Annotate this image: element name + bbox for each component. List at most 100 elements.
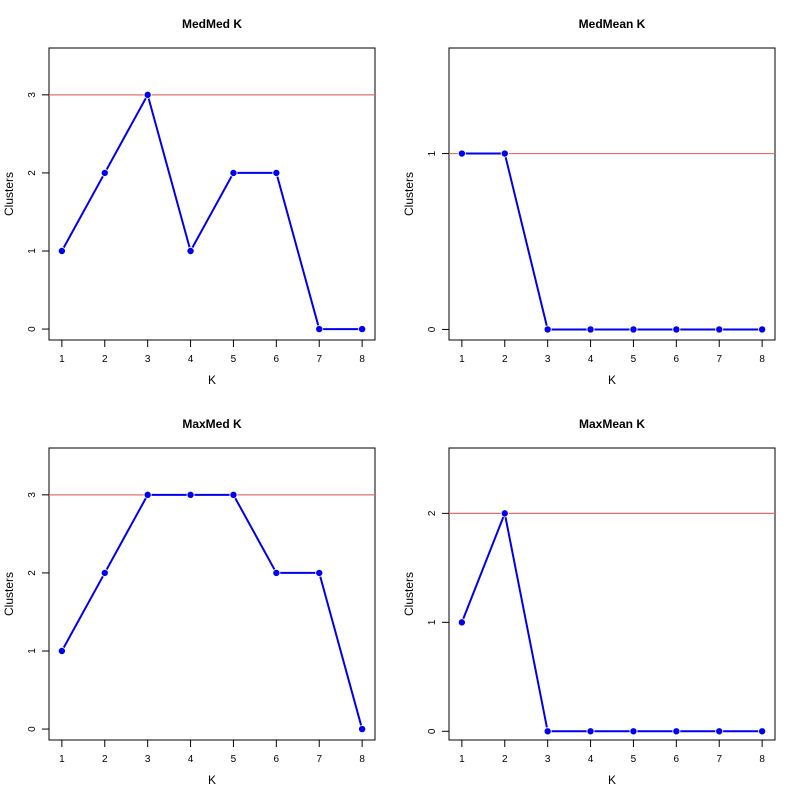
x-tick-label: 7 [316,754,322,765]
x-tick-label: 1 [59,754,65,765]
x-tick-label: 2 [102,354,108,365]
y-tick-label: 2 [27,570,38,576]
y-tick-label: 0 [427,728,438,734]
x-tick-label: 4 [188,354,194,365]
data-point [629,325,638,334]
data-point [672,325,681,334]
chart-title: MedMed K [182,17,242,31]
x-tick-label: 8 [759,754,765,765]
chart-title: MaxMean K [579,417,645,431]
x-tick-label: 1 [459,354,465,365]
data-point [500,509,509,518]
y-tick-label: 1 [27,648,38,654]
data-point [100,568,109,577]
x-tick-label: 6 [274,754,280,765]
x-tick-label: 6 [674,754,680,765]
series-line [60,92,363,331]
y-tick-label: 0 [27,726,38,732]
y-axis-label: Clusters [2,172,16,216]
x-axis-label: K [208,373,216,387]
x-tick-label: 3 [545,354,551,365]
y-tick-label: 2 [27,170,38,176]
x-tick-label: 4 [588,354,594,365]
data-point [629,727,638,736]
data-point [272,168,281,177]
x-tick-label: 5 [231,354,237,365]
data-point [143,90,152,99]
x-tick-label: 2 [502,754,508,765]
y-tick-label: 1 [427,619,438,625]
chart-title: MaxMed K [182,417,242,431]
x-tick-label: 6 [274,354,280,365]
x-tick-label: 7 [716,754,722,765]
chart-panel-2: MedMean K 1 2 3 4 5 6 7 8 0 1 K Clusters [402,17,776,387]
x-tick-label: 1 [59,354,65,365]
y-axis-label: Clusters [2,572,16,616]
data-point [758,727,767,736]
y-tick-label: 0 [427,326,438,332]
chart-panel-4: MaxMean K 1 2 3 4 5 6 7 8 0 1 2 K Clusters [402,417,776,787]
data-point [715,727,724,736]
series-line [460,509,763,733]
data-point [715,325,724,334]
x-tick-label: 7 [716,354,722,365]
x-tick-label: 2 [102,754,108,765]
data-point [315,325,324,334]
data-point [57,646,66,655]
y-tick-label: 3 [27,492,38,498]
data-point [57,246,66,255]
x-tick-label: 1 [459,754,465,765]
data-point [186,490,195,499]
x-tick-label: 2 [502,354,508,365]
plot-frame [48,447,376,741]
x-tick-label: 5 [631,354,637,365]
x-tick-label: 5 [631,754,637,765]
data-point [758,325,767,334]
y-axis-label: Clusters [402,572,416,616]
x-tick-label: 4 [188,754,194,765]
y-tick-label: 1 [27,248,38,254]
y-tick-label: 3 [27,92,38,98]
data-point [543,727,552,736]
y-axis-label: Clusters [402,172,416,216]
plot-frame [48,47,376,341]
plot-frame [448,47,776,341]
data-point [586,325,595,334]
chart-title: MedMean K [579,17,646,31]
chart-panel-3: MaxMed K 1 2 3 4 5 6 7 8 0 1 2 3 K Clusters [2,417,376,787]
x-tick-label: 3 [145,354,151,365]
x-tick-label: 3 [545,754,551,765]
x-tick-label: 8 [759,354,765,365]
x-axis-label: K [608,373,616,387]
series-line [60,493,364,730]
data-point [186,246,195,255]
y-tick-label: 0 [27,326,38,332]
data-point [586,727,595,736]
data-point [229,490,238,499]
data-point [457,618,466,627]
data-point [229,168,238,177]
data-point [358,725,367,734]
data-point [457,149,466,158]
x-tick-label: 6 [674,354,680,365]
x-axis-label: K [208,773,216,787]
x-tick-label: 5 [231,754,237,765]
data-point [543,325,552,334]
data-point [672,727,681,736]
data-point [100,168,109,177]
x-tick-label: 8 [359,354,365,365]
data-point [315,568,324,577]
data-point [272,568,281,577]
data-point [500,149,509,158]
y-tick-label: 2 [427,510,438,516]
x-tick-label: 3 [145,754,151,765]
data-point [358,325,367,334]
data-point [143,490,152,499]
x-axis-label: K [608,773,616,787]
x-tick-label: 4 [588,754,594,765]
x-tick-label: 8 [359,754,365,765]
x-tick-label: 7 [316,354,322,365]
chart-panel-1: MedMed K 1 2 3 4 5 6 7 8 0 1 2 3 K Clusters [2,17,376,387]
series-line [461,152,763,331]
